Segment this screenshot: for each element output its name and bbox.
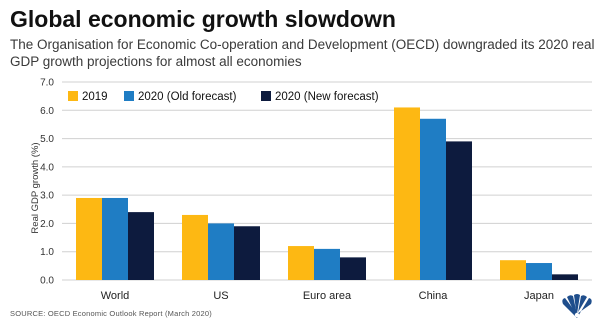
category-labels: World US Euro area China Japan xyxy=(101,290,554,302)
bar xyxy=(526,263,552,280)
chart-title: Global economic growth slowdown xyxy=(10,6,396,32)
category-label: US xyxy=(213,290,228,302)
legend-swatch xyxy=(68,91,78,101)
source-note: SOURCE: OECD Economic Outlook Report (Ma… xyxy=(10,309,212,318)
legend-label: 2020 (New forecast) xyxy=(275,91,379,103)
y-tick-label: 1.0 xyxy=(40,247,54,258)
y-axis-label: Real GDP growth (%) xyxy=(30,142,41,233)
bar xyxy=(314,248,340,280)
legend-label: 2019 xyxy=(82,91,108,103)
category-label: Japan xyxy=(524,290,554,302)
bar xyxy=(128,212,154,280)
bar xyxy=(208,223,234,280)
bar xyxy=(420,118,446,281)
bar xyxy=(340,257,366,280)
legend-label: 2020 (Old forecast) xyxy=(138,91,237,103)
bar xyxy=(446,141,472,280)
category-label: China xyxy=(419,290,449,302)
bar xyxy=(102,197,128,280)
y-axis-ticks: 0.0 1.0 2.0 3.0 4.0 5.0 6.0 7.0 xyxy=(40,78,54,287)
y-tick-label: 4.0 xyxy=(40,162,54,173)
chart-subtitle: The Organisation for Economic Co-operati… xyxy=(10,37,595,69)
y-tick-label: 0.0 xyxy=(40,276,54,287)
bar xyxy=(500,260,526,280)
bar xyxy=(234,226,260,280)
bar xyxy=(552,274,578,280)
y-tick-label: 3.0 xyxy=(40,191,54,202)
legend-swatch xyxy=(124,91,134,101)
y-tick-label: 6.0 xyxy=(40,106,54,117)
legend-swatch xyxy=(261,91,271,101)
y-tick-label: 5.0 xyxy=(40,134,54,145)
y-tick-label: 7.0 xyxy=(40,78,54,89)
nbc-peacock-icon xyxy=(562,294,592,318)
bar xyxy=(394,107,420,280)
bar xyxy=(288,246,314,280)
category-label: World xyxy=(101,290,130,302)
category-label: Euro area xyxy=(303,290,352,302)
y-tick-label: 2.0 xyxy=(40,219,54,230)
bar xyxy=(182,214,208,280)
legend: 2019 2020 (Old forecast) 2020 (New forecas… xyxy=(68,91,379,103)
bars xyxy=(76,107,578,281)
bar xyxy=(76,197,102,280)
